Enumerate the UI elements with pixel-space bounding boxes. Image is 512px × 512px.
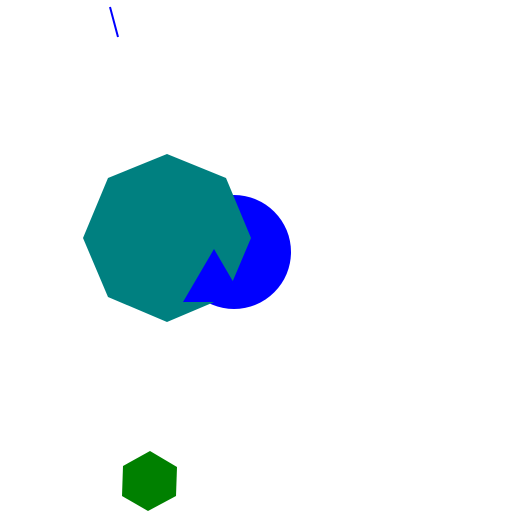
blue-triangle [183,249,245,302]
green-hexagon [122,451,177,511]
blue-line-segment [109,6,119,38]
